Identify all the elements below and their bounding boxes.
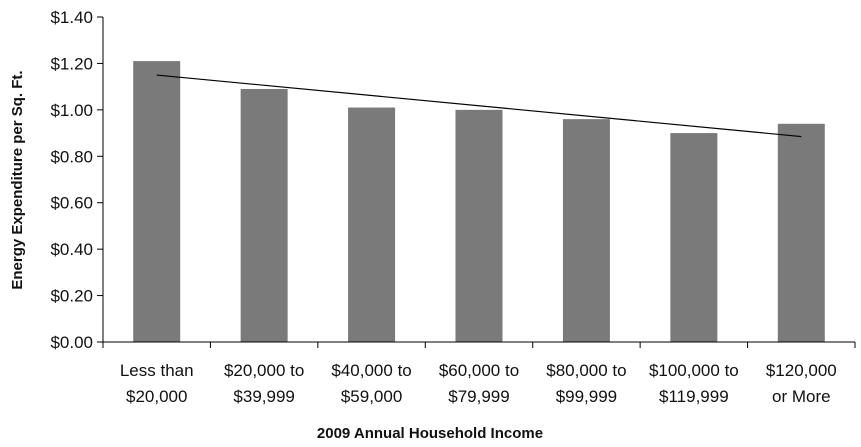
x-tick-label: $120,000 xyxy=(766,361,837,380)
x-tick-label: $40,000 to xyxy=(331,361,411,380)
bar xyxy=(133,61,181,342)
y-tick-label: $0.60 xyxy=(50,194,93,213)
x-tick-label: Less than xyxy=(120,361,194,380)
y-tick-label: $1.00 xyxy=(50,101,93,120)
x-tick-label: or More xyxy=(772,387,831,406)
bar xyxy=(348,107,396,343)
y-axis-title: Energy Expenditure per Sq. Ft. xyxy=(9,70,26,289)
y-axis-ticks: $0.00 $0.20 $0.40 $0.60 $0.80 $1.00 $1.20 $1.40 xyxy=(50,8,103,352)
x-tick-label: $80,000 to xyxy=(546,361,626,380)
x-tick-label: $39,999 xyxy=(233,387,294,406)
trendline xyxy=(156,74,802,138)
x-axis-category-labels: Less than $20,000 $20,000 to $39,999 $40,000… xyxy=(120,361,837,406)
y-tick-label: $1.40 xyxy=(50,8,93,27)
y-tick-label: $0.20 xyxy=(50,287,93,306)
y-tick-label: $0.00 xyxy=(50,333,93,352)
x-tick-label: $59,000 xyxy=(341,387,402,406)
x-tick-label: $20,000 to xyxy=(224,361,304,380)
trendline-group xyxy=(156,74,802,138)
y-tick-label: $1.20 xyxy=(50,54,93,73)
axes xyxy=(102,17,856,348)
y-tick-label: $0.40 xyxy=(50,240,93,259)
x-axis-title: 2009 Annual Household Income xyxy=(317,425,543,442)
x-tick-label: $100,000 to xyxy=(649,361,739,380)
bars xyxy=(133,61,825,343)
x-tick-label: $20,000 xyxy=(126,387,187,406)
bar xyxy=(455,109,503,342)
bar xyxy=(240,88,288,342)
bar xyxy=(777,123,825,343)
x-tick-label: $99,999 xyxy=(556,387,617,406)
bar xyxy=(670,133,718,342)
bar xyxy=(562,119,610,343)
x-tick-label: $60,000 to xyxy=(439,361,519,380)
y-tick-label: $0.80 xyxy=(50,147,93,166)
x-tick-label: $119,999 xyxy=(659,387,729,406)
x-tick-label: $79,999 xyxy=(448,387,509,406)
